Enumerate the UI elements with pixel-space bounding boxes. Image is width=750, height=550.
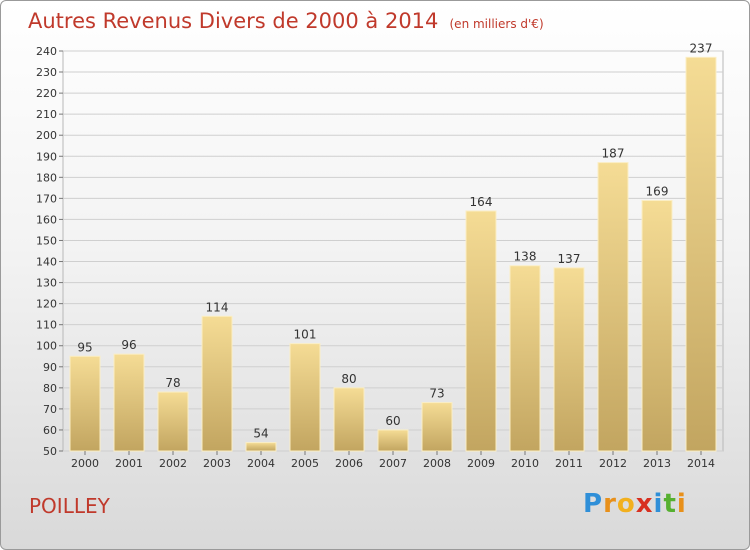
bar-value-label: 73 <box>429 387 444 401</box>
bar <box>421 402 453 452</box>
bar-value-label: 237 <box>690 41 713 55</box>
logo-letter: r <box>603 489 617 519</box>
x-tick-label: 2006 <box>335 457 363 470</box>
logo-letter: i <box>653 489 664 519</box>
y-tick-label: 170 <box>36 192 57 205</box>
bar-value-label: 96 <box>121 338 136 352</box>
y-tick-label: 180 <box>36 171 57 184</box>
y-tick-label: 190 <box>36 150 57 163</box>
x-tick-label: 2002 <box>159 457 187 470</box>
y-tick-label: 90 <box>43 361 57 374</box>
bar-value-label: 114 <box>206 300 229 314</box>
bar <box>245 442 277 452</box>
x-tick-label: 2014 <box>687 457 715 470</box>
bar-value-label: 164 <box>470 195 493 209</box>
y-tick-label: 230 <box>36 66 57 79</box>
y-tick-label: 100 <box>36 340 57 353</box>
y-tick-label: 50 <box>43 445 57 458</box>
x-tick-label: 2005 <box>291 457 319 470</box>
bar-value-label: 137 <box>558 252 581 266</box>
x-axis-ticks: 2000 2001 2002 2003 2004 2005 2006 2007 2008 2009… <box>71 451 715 470</box>
y-tick-label: 220 <box>36 87 57 100</box>
bar <box>201 315 233 452</box>
bar <box>69 355 101 452</box>
x-tick-label: 2007 <box>379 457 407 470</box>
logo-letter: o <box>616 489 636 519</box>
bar-value-label: 60 <box>385 414 400 428</box>
logo-letter: x <box>635 489 654 519</box>
bar <box>333 387 365 452</box>
bars: 95 96 78 114 54 101 80 60 73 164 138 137 187 169 237 <box>69 41 717 452</box>
y-tick-label: 110 <box>36 319 57 332</box>
x-tick-label: 2012 <box>599 457 627 470</box>
y-tick-label: 240 <box>36 45 57 58</box>
y-tick-label: 70 <box>43 403 57 416</box>
chart-title-main: Autres Revenus Divers de 2000 à 2014 <box>28 9 439 33</box>
bar <box>597 162 629 452</box>
bar-value-label: 54 <box>253 427 268 441</box>
commune-name: POILLEY <box>29 494 110 518</box>
x-tick-label: 2010 <box>511 457 539 470</box>
bar-value-label: 169 <box>646 184 669 198</box>
bar <box>465 210 497 452</box>
bar <box>509 265 541 452</box>
bar <box>685 56 717 452</box>
bar <box>289 343 321 452</box>
x-tick-label: 2013 <box>643 457 671 470</box>
bar <box>641 199 673 452</box>
logo-letter: P <box>583 489 604 519</box>
bar-value-label: 80 <box>341 372 356 386</box>
y-tick-label: 60 <box>43 424 57 437</box>
y-tick-label: 200 <box>36 129 57 142</box>
x-tick-label: 2009 <box>467 457 495 470</box>
y-axis-ticks: 50 60 70 80 90 100 110 120 130 140 150 160 170 180 190… <box>36 45 63 458</box>
x-tick-label: 2003 <box>203 457 231 470</box>
bar-value-label: 95 <box>77 340 92 354</box>
x-tick-label: 2001 <box>115 457 143 470</box>
bar <box>113 353 145 452</box>
y-tick-label: 160 <box>36 213 57 226</box>
y-tick-label: 150 <box>36 234 57 247</box>
y-tick-label: 80 <box>43 382 57 395</box>
logo-letter: i <box>676 489 687 519</box>
bar <box>377 429 409 452</box>
x-tick-label: 2011 <box>555 457 583 470</box>
bar <box>553 267 585 452</box>
x-tick-label: 2000 <box>71 457 99 470</box>
bar-value-label: 101 <box>294 328 317 342</box>
bar-value-label: 187 <box>602 147 625 161</box>
x-tick-label: 2008 <box>423 457 451 470</box>
bar-value-label: 138 <box>514 250 537 264</box>
logo-letter: t <box>663 489 677 519</box>
proxiti-logo: Proxiti <box>583 489 687 519</box>
chart-title-unit: (en milliers d'€) <box>449 17 544 31</box>
y-tick-label: 140 <box>36 256 57 269</box>
chart-title: Autres Revenus Divers de 2000 à 2014 (en… <box>28 9 544 33</box>
x-tick-label: 2004 <box>247 457 275 470</box>
y-tick-label: 130 <box>36 277 57 290</box>
bar <box>157 391 189 452</box>
y-tick-label: 120 <box>36 298 57 311</box>
y-tick-label: 210 <box>36 108 57 121</box>
bar-value-label: 78 <box>165 376 180 390</box>
